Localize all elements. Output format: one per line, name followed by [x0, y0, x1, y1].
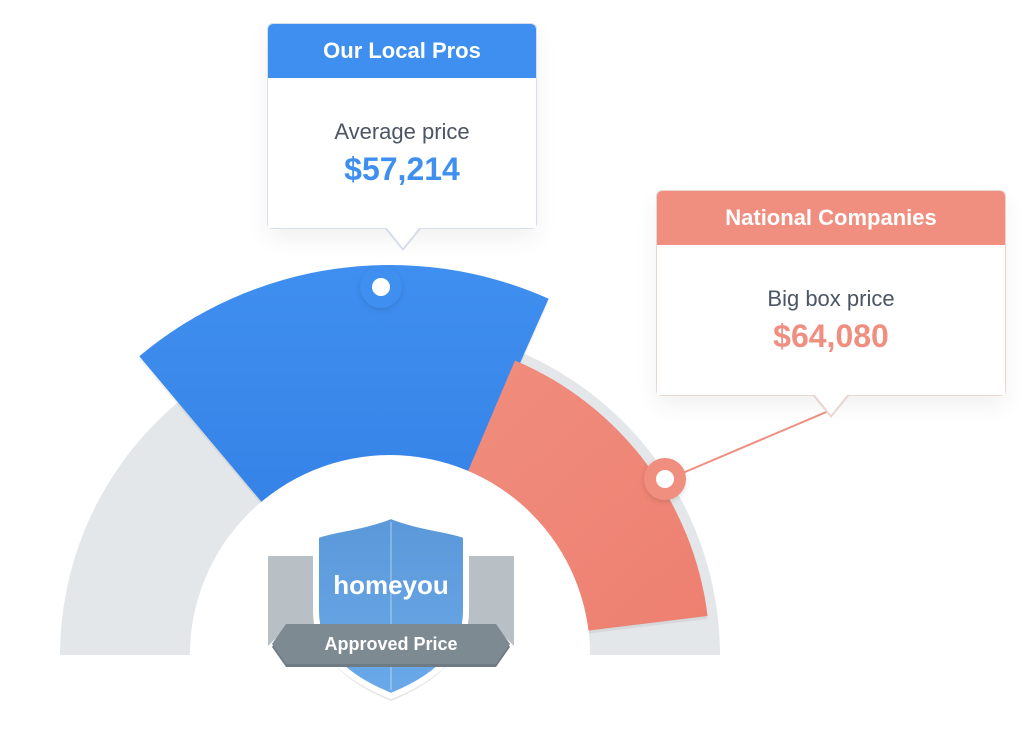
- callout-national-sublabel: Big box price: [767, 288, 894, 310]
- badge-banner-text: Approved Price: [324, 634, 457, 654]
- callout-national-title: National Companies: [725, 205, 936, 231]
- callout-national-header: National Companies: [657, 191, 1005, 245]
- national-marker-icon: [644, 458, 686, 500]
- local-pros-marker-icon: [360, 266, 402, 308]
- callout-national-companies: National Companies Big box price $64,080: [656, 190, 1006, 396]
- callout-tail-fill: [387, 228, 419, 248]
- leader-lines: [685, 397, 831, 472]
- callout-national-price: $64,080: [773, 320, 889, 352]
- callout-local-price: $57,214: [344, 153, 460, 185]
- callout-local-title: Our Local Pros: [323, 38, 481, 64]
- badge-logo-text: homeyou: [333, 570, 449, 600]
- stage: homeyou Approved Price Our Local Pros Ave…: [0, 0, 1024, 738]
- callout-local-sublabel: Average price: [334, 121, 469, 143]
- callout-tail-fill: [815, 395, 847, 415]
- callout-local-body: Average price $57,214: [268, 78, 536, 228]
- callout-local-pros: Our Local Pros Average price $57,214: [267, 23, 537, 229]
- callout-national-body: Big box price $64,080: [657, 245, 1005, 395]
- callout-local-header: Our Local Pros: [268, 24, 536, 78]
